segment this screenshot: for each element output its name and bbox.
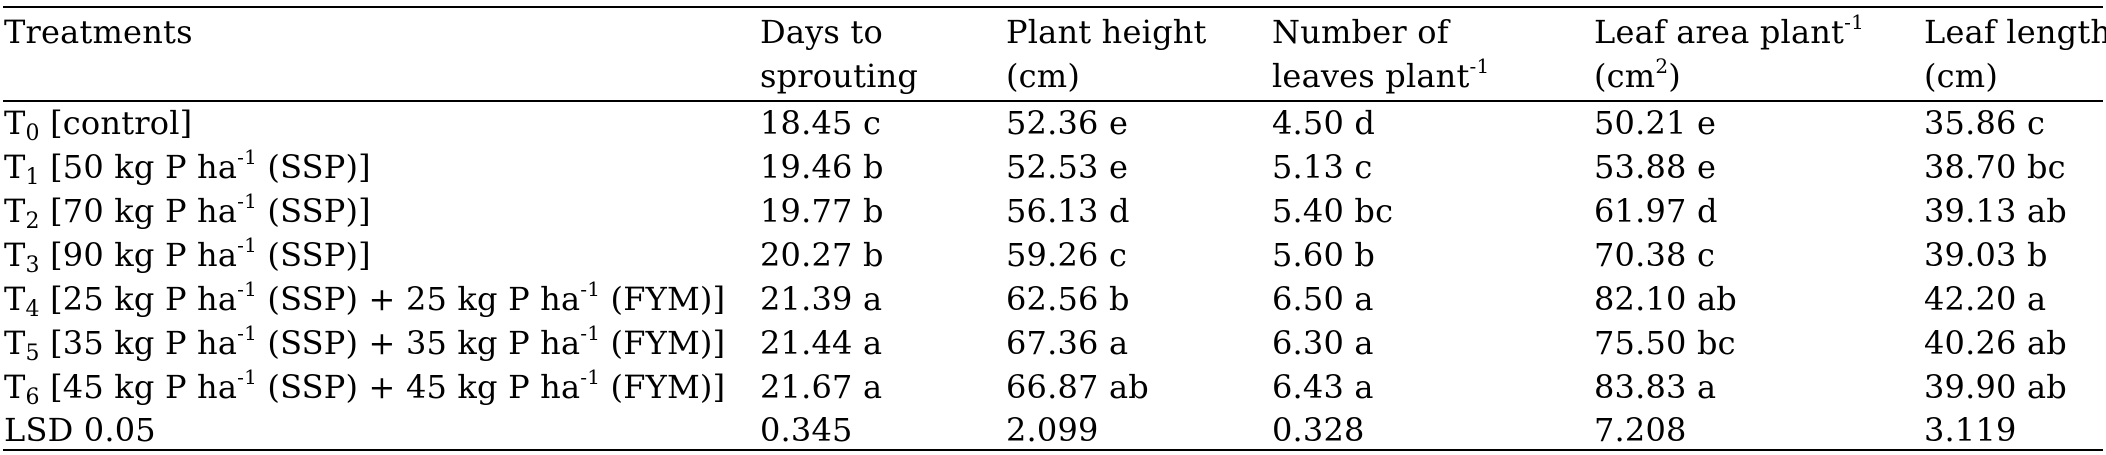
table-row: T5 [35 kg P ha-1 (SSP) + 35 kg P ha-1 (F…	[0, 321, 2106, 365]
leaves-value: 6.50 a	[1272, 280, 1374, 318]
length-value: 38.70 bc	[1924, 148, 2066, 186]
header-days-line2: sprouting	[760, 57, 919, 95]
header-length-line2: (cm)	[1924, 57, 1999, 95]
height-value: 62.56 b	[1006, 280, 1130, 318]
height-value: 66.87 ab	[1006, 368, 1149, 406]
treatment-label: T3 [90 kg P ha-1 (SSP)]	[4, 233, 371, 278]
height-value: 52.36 e	[1006, 104, 1129, 142]
length-value: 40.26 ab	[1924, 324, 2067, 362]
area-value: 61.97 d	[1594, 192, 1718, 230]
leaves-value: 0.328	[1272, 411, 1365, 449]
treatment-label: T5 [35 kg P ha-1 (SSP) + 35 kg P ha-1 (F…	[4, 321, 726, 366]
area-value: 83.83 a	[1594, 368, 1717, 406]
area-value: 50.21 e	[1594, 104, 1717, 142]
area-value: 70.38 c	[1594, 236, 1716, 274]
days-value: 20.27 b	[760, 236, 884, 274]
leaves-value: 6.43 a	[1272, 368, 1374, 406]
treatment-label: T0 [control]	[4, 104, 193, 146]
header-area-line1: Leaf area plant-1	[1594, 10, 1864, 51]
days-value: 19.77 b	[760, 192, 884, 230]
treatment-label: T2 [70 kg P ha-1 (SSP)]	[4, 189, 371, 234]
header-area-line2: (cm2)	[1594, 54, 1681, 95]
table-header-row-1: Treatments Days to Plant height Number o…	[0, 10, 2106, 54]
treatment-label: T1 [50 kg P ha-1 (SSP)]	[4, 145, 371, 190]
treatment-label: T6 [45 kg P ha-1 (SSP) + 45 kg P ha-1 (F…	[4, 365, 726, 410]
leaves-value: 5.13 c	[1272, 148, 1373, 186]
length-value: 42.20 a	[1924, 280, 2047, 318]
days-value: 21.67 a	[760, 368, 883, 406]
header-leaves-line1: Number of	[1272, 13, 1449, 51]
header-bottom-rule	[3, 100, 2103, 102]
table-row: T2 [70 kg P ha-1 (SSP)] 19.77 b 56.13 d …	[0, 189, 2106, 233]
header-days-line1: Days to	[760, 13, 883, 51]
days-value: 19.46 b	[760, 148, 884, 186]
area-value: 53.88 e	[1594, 148, 1717, 186]
table-row: T0 [control] 18.45 c 52.36 e 4.50 d 50.2…	[0, 101, 2106, 145]
height-value: 52.53 e	[1006, 148, 1129, 186]
leaves-value: 6.30 a	[1272, 324, 1374, 362]
days-value: 0.345	[760, 411, 853, 449]
table-top-rule	[3, 6, 2103, 8]
days-value: 21.39 a	[760, 280, 883, 318]
header-height-line2: (cm)	[1006, 57, 1081, 95]
area-value: 82.10 ab	[1594, 280, 1737, 318]
table-row: T6 [45 kg P ha-1 (SSP) + 45 kg P ha-1 (F…	[0, 365, 2106, 409]
length-value: 3.119	[1924, 411, 2017, 449]
leaves-value: 4.50 d	[1272, 104, 1376, 142]
leaves-value: 5.40 bc	[1272, 192, 1394, 230]
lsd-label: LSD 0.05	[4, 411, 156, 449]
table-bottom-rule	[3, 449, 2103, 451]
area-value: 7.208	[1594, 411, 1687, 449]
header-height-line1: Plant height	[1006, 13, 1207, 51]
height-value: 56.13 d	[1006, 192, 1130, 230]
table-row: T1 [50 kg P ha-1 (SSP)] 19.46 b 52.53 e …	[0, 145, 2106, 189]
length-value: 35.86 c	[1924, 104, 2046, 142]
table-row: T3 [90 kg P ha-1 (SSP)] 20.27 b 59.26 c …	[0, 233, 2106, 277]
length-value: 39.13 ab	[1924, 192, 2067, 230]
header-treatments: Treatments	[4, 13, 193, 51]
table-header-row-2: sprouting (cm) leaves plant-1 (cm2) (cm)	[0, 54, 2106, 98]
days-value: 18.45 c	[760, 104, 882, 142]
header-length-line1: Leaf length	[1924, 13, 2106, 51]
leaves-value: 5.60 b	[1272, 236, 1376, 274]
treatment-label: T4 [25 kg P ha-1 (SSP) + 25 kg P ha-1 (F…	[4, 277, 726, 322]
lsd-row: LSD 0.05 0.345 2.099 0.328 7.208 3.119	[0, 408, 2106, 452]
days-value: 21.44 a	[760, 324, 883, 362]
header-leaves-line2: leaves plant-1	[1272, 54, 1490, 95]
table-row: T4 [25 kg P ha-1 (SSP) + 25 kg P ha-1 (F…	[0, 277, 2106, 321]
height-value: 67.36 a	[1006, 324, 1129, 362]
height-value: 2.099	[1006, 411, 1099, 449]
height-value: 59.26 c	[1006, 236, 1128, 274]
length-value: 39.90 ab	[1924, 368, 2067, 406]
length-value: 39.03 b	[1924, 236, 2048, 274]
area-value: 75.50 bc	[1594, 324, 1736, 362]
